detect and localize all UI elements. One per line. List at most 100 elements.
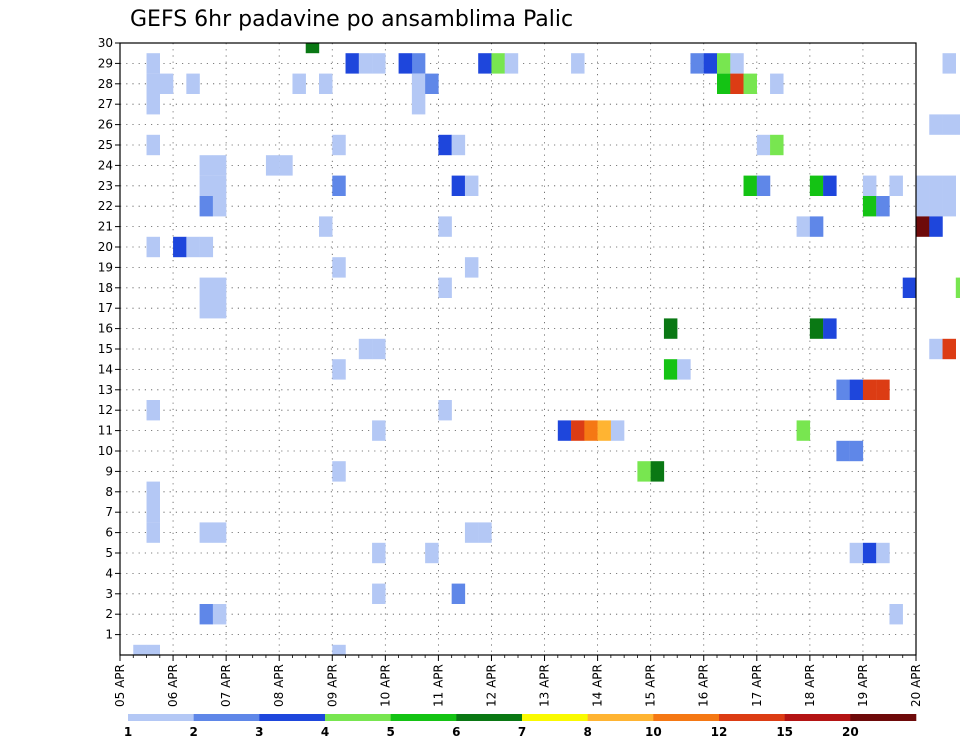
data-cell: [146, 644, 160, 655]
data-cell: [425, 73, 439, 94]
data-cell: [159, 73, 174, 94]
data-cell: [438, 400, 452, 421]
data-cell: [133, 644, 147, 655]
data-cell: [478, 522, 492, 543]
data-cell: [637, 461, 651, 482]
data-cell: [425, 542, 439, 564]
legend-label: 20: [842, 725, 859, 739]
data-cell: [929, 196, 943, 217]
legend-label: 12: [711, 725, 728, 739]
y-tick-label: 2: [105, 607, 113, 621]
y-tick-label: 11: [98, 424, 113, 438]
legend-swatch: [193, 714, 260, 721]
y-tick-label: 7: [105, 505, 113, 519]
data-cell: [571, 53, 585, 74]
data-cell: [942, 175, 956, 196]
data-cell: [146, 94, 160, 115]
y-tick-label: 1: [105, 628, 113, 642]
y-tick-label: 16: [98, 322, 113, 336]
data-cell: [372, 542, 386, 564]
legend-swatch: [390, 714, 457, 721]
y-tick-label: 8: [105, 485, 113, 499]
x-tick-label: 08 APR: [272, 664, 286, 707]
data-cell: [876, 542, 890, 564]
y-tick-label: 13: [98, 383, 113, 397]
legend-label: 6: [452, 725, 460, 739]
data-cell: [929, 338, 943, 360]
data-cell: [955, 114, 960, 135]
legend-label: 15: [776, 725, 793, 739]
data-cell: [292, 73, 306, 94]
data-cell: [491, 53, 505, 74]
data-cell: [411, 73, 426, 94]
y-tick-label: 6: [105, 526, 113, 540]
data-cell: [584, 420, 598, 441]
data-cell: [571, 420, 585, 441]
data-cell: [398, 53, 413, 74]
data-cell: [464, 175, 479, 196]
x-tick-label: 13 APR: [538, 664, 552, 707]
legend-swatch: [128, 714, 194, 721]
data-cell: [916, 175, 930, 196]
x-tick-label: 11 APR: [431, 664, 445, 707]
data-cell: [438, 216, 452, 237]
data-cell: [451, 583, 466, 604]
legend-label: 5: [386, 725, 394, 739]
plot-frame: [119, 42, 917, 656]
data-cell: [650, 461, 665, 482]
data-cell: [597, 420, 612, 441]
data-cell: [478, 53, 492, 74]
data-cell: [809, 216, 824, 237]
data-cell: [902, 277, 917, 298]
legend-label: 7: [518, 725, 526, 739]
data-cell: [955, 277, 960, 298]
data-cell: [199, 522, 214, 543]
data-cell: [279, 155, 293, 176]
data-cell: [146, 502, 160, 523]
data-cell: [717, 73, 731, 94]
data-cell: [464, 257, 479, 278]
data-cell: [862, 196, 877, 217]
data-cell: [212, 604, 227, 625]
data-cell: [929, 216, 943, 237]
data-cell: [199, 277, 214, 298]
data-cell: [849, 379, 864, 400]
y-tick-label: 14: [98, 362, 113, 376]
data-cell: [265, 155, 280, 176]
data-cell: [319, 73, 333, 94]
data-cell: [557, 420, 572, 441]
data-cell: [332, 359, 346, 380]
data-cell: [809, 175, 824, 196]
x-tick-label: 06 APR: [166, 664, 180, 707]
data-cell: [756, 134, 771, 156]
data-cell: [438, 134, 452, 156]
x-tick-label: 16 APR: [697, 664, 711, 707]
x-tick-label: 20 APR: [909, 664, 923, 707]
y-tick-label: 10: [98, 444, 113, 458]
data-cell: [146, 481, 160, 502]
data-cell: [876, 379, 890, 400]
data-cell: [199, 175, 214, 196]
data-cell: [212, 155, 227, 176]
y-tick-label: 21: [98, 220, 113, 234]
data-cell: [146, 522, 160, 543]
data-cell: [199, 155, 214, 176]
data-cell: [717, 53, 731, 74]
y-tick-label: 25: [98, 138, 113, 152]
data-cell: [770, 134, 784, 156]
data-cell: [146, 53, 160, 74]
y-tick-label: 29: [98, 56, 113, 70]
data-cell: [796, 216, 811, 237]
data-cell: [942, 53, 956, 74]
x-tick-label: 12 APR: [484, 664, 498, 707]
data-cell: [212, 175, 227, 196]
data-cell: [146, 236, 160, 258]
data-cell: [663, 318, 678, 339]
data-cell: [889, 604, 903, 625]
x-axis-ticks: 05 APR 06 APR 07 APR 08 APR 09 APR 10 APR 11 A…: [113, 655, 923, 707]
data-cell: [849, 542, 864, 564]
data-cell: [186, 73, 200, 94]
data-cell: [690, 53, 704, 74]
legend-swatch: [259, 714, 326, 721]
y-tick-label: 26: [98, 118, 113, 132]
